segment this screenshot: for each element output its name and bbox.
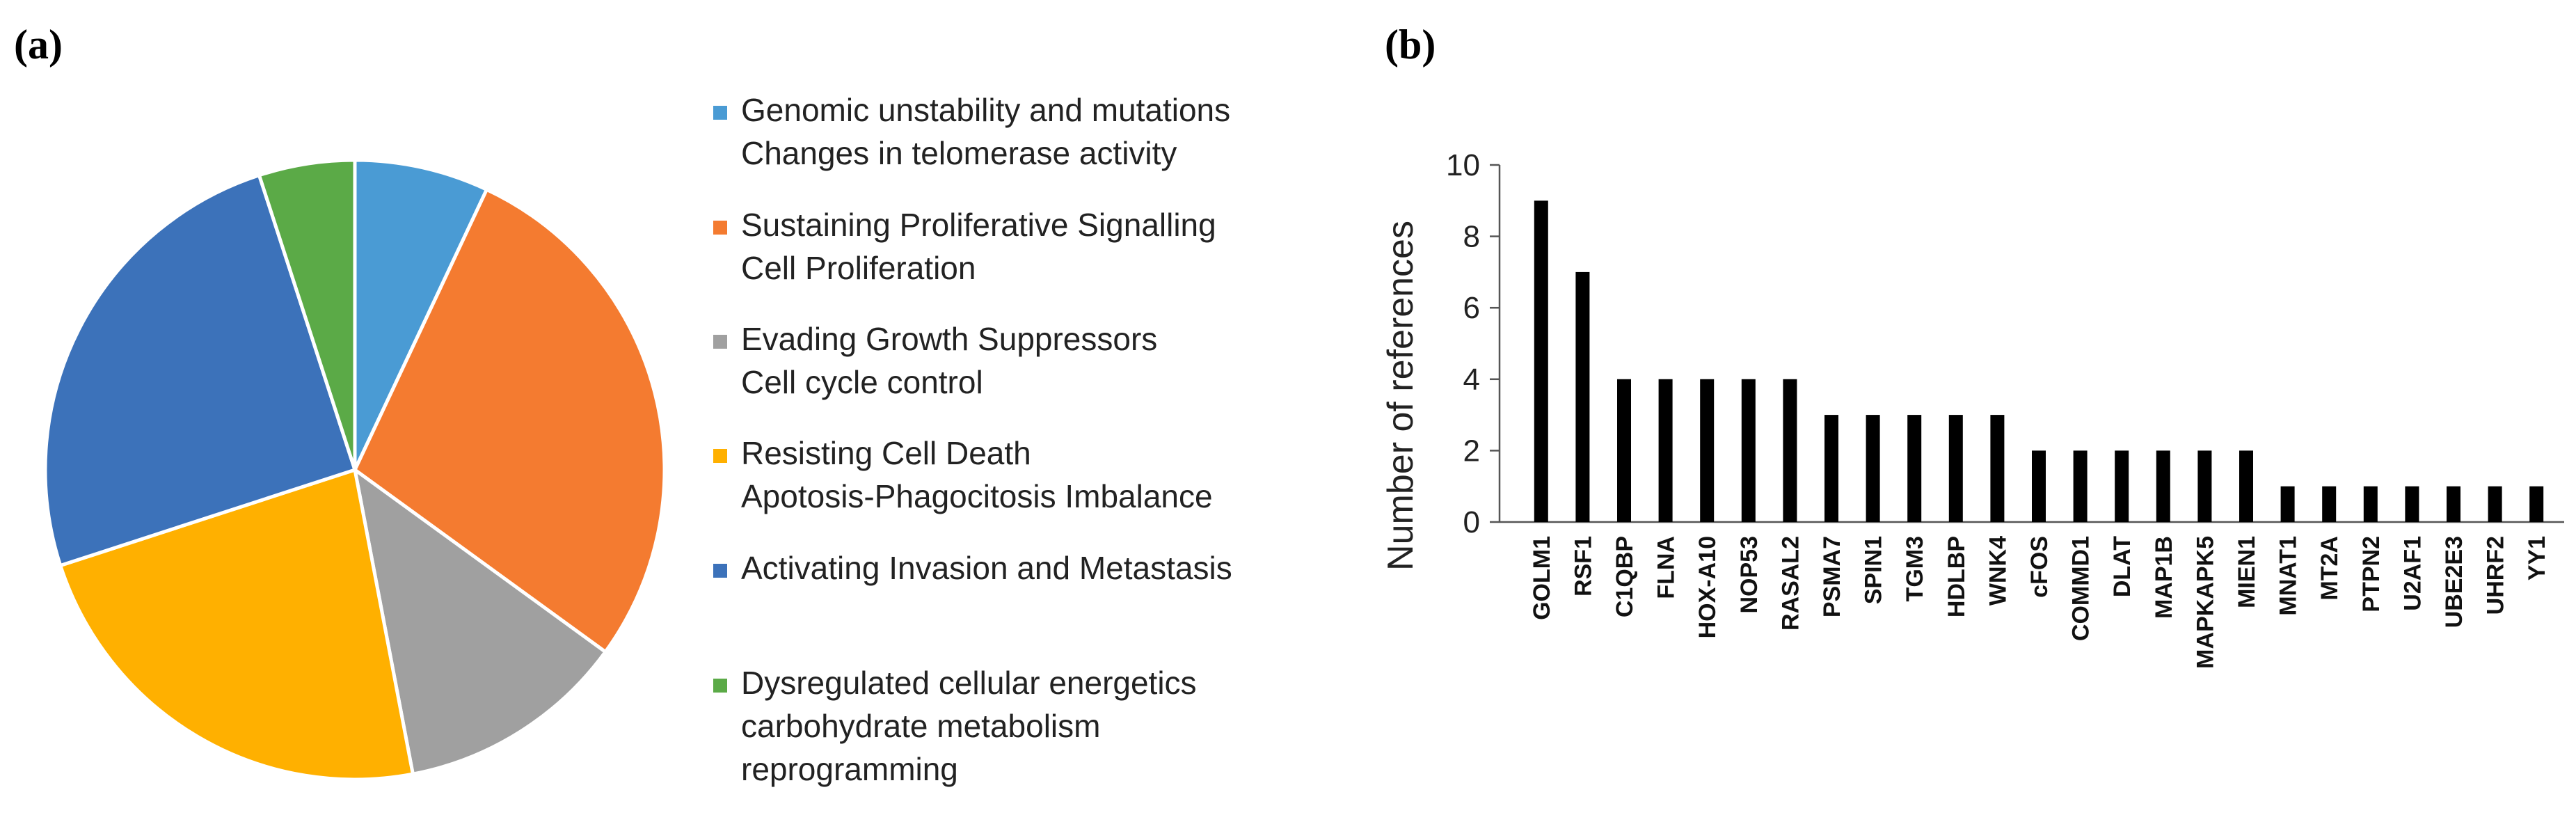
legend-label: Activating Invasion and Metastasis	[741, 550, 1232, 586]
x-tick-label: U2AF1	[2399, 536, 2426, 611]
bar	[2363, 486, 2378, 522]
legend-label: Resisting Cell Death	[741, 435, 1031, 471]
legend-label: Cell Proliferation	[741, 250, 976, 286]
x-tick-label: cFOS	[2026, 536, 2053, 598]
x-tick-label: RASAL2	[1777, 536, 1804, 631]
y-tick-label: 4	[1463, 363, 1480, 397]
x-tick-label: HDLBP	[1943, 536, 1970, 617]
pie-slice	[257, 158, 357, 471]
bar	[1948, 415, 1963, 522]
bar	[1575, 271, 1590, 522]
x-tick-label: MAPKAPK5	[2192, 536, 2218, 669]
bar	[1534, 200, 1548, 522]
y-axis-title: Number of references	[1381, 221, 1421, 571]
x-tick-label: UBE2E3	[2441, 536, 2467, 628]
pie-slice	[353, 158, 489, 471]
legend-swatch	[713, 449, 727, 463]
bar	[2488, 486, 2502, 522]
bar	[1741, 379, 1756, 522]
legend-label: carbohydrate metabolism	[741, 708, 1100, 744]
x-tick-label: COMMD1	[2068, 536, 2094, 641]
y-tick-label: 0	[1463, 505, 1480, 539]
bar	[2322, 486, 2337, 522]
x-tick-label: MIEN1	[2234, 536, 2260, 608]
bar	[1783, 379, 1797, 522]
x-tick-label: DLAT	[2109, 536, 2136, 597]
y-tick-label: 6	[1463, 291, 1480, 325]
pie-legend: Genomic unstability and mutations Changes…	[713, 92, 1232, 787]
legend-label: Apotosis-Phagocitosis Imbalance	[741, 478, 1213, 514]
bar	[2239, 450, 2253, 522]
x-tick-label: PSMA7	[1819, 536, 1845, 617]
y-tick-label: 8	[1463, 220, 1480, 254]
x-tick-label: WNK4	[1985, 536, 2011, 606]
x-tick-label: TGM3	[1902, 536, 1928, 601]
bar	[2447, 486, 2460, 522]
x-tick-label: C1QBP	[1612, 536, 1638, 617]
bar	[1866, 415, 1880, 522]
legend-label: Sustaining Proliferative Signalling	[741, 207, 1216, 243]
pie-slice	[352, 187, 667, 655]
legend-label: Cell cycle control	[741, 364, 983, 400]
legend-swatch	[713, 335, 727, 349]
bar-chart: 0 2 4 6 8 10 Number of references GOLM1 RSF1 C1QB…	[1381, 148, 2564, 669]
x-tick-label: GOLM1	[1529, 536, 1555, 620]
bar	[2529, 486, 2544, 522]
legend-swatch	[713, 221, 727, 235]
bar	[1617, 379, 1631, 522]
legend-label: Changes in telomerase activity	[741, 135, 1177, 171]
bar	[2073, 450, 2088, 522]
bar	[1907, 415, 1922, 522]
x-tick-label: SPIN1	[1861, 536, 1887, 604]
bar	[1700, 379, 1715, 522]
panel-label-a: (a)	[14, 22, 63, 68]
y-tick-label: 2	[1463, 434, 1480, 468]
x-tick-label: MNAT1	[2275, 536, 2302, 616]
x-tick-label: FLNA	[1653, 536, 1680, 599]
bar	[2115, 450, 2129, 522]
pie-chart	[43, 158, 667, 782]
bar	[1990, 415, 2005, 522]
x-tick-label: NOP53	[1736, 536, 1763, 614]
panel-label-b: (b)	[1385, 22, 1436, 68]
legend-swatch	[713, 679, 727, 693]
x-tick-label: PTPN2	[2358, 536, 2385, 612]
bar	[2197, 450, 2212, 522]
pie-slice	[58, 467, 415, 782]
x-tick-label: YY1	[2524, 536, 2550, 580]
bar	[2280, 486, 2295, 522]
x-tick-label: RSF1	[1570, 536, 1596, 596]
legend-label: Evading Growth Suppressors	[741, 321, 1157, 357]
legend-label: Dysregulated cellular energetics	[741, 665, 1197, 701]
bar	[2405, 486, 2419, 522]
y-tick-label: 10	[1446, 148, 1480, 182]
bar	[2032, 450, 2046, 522]
x-tick-label: HOX-A10	[1694, 536, 1721, 638]
x-tick-label: MT2A	[2316, 536, 2343, 601]
bar	[1824, 415, 1838, 522]
legend-label: Genomic unstability and mutations	[741, 92, 1230, 128]
bar	[2156, 450, 2170, 522]
legend-swatch	[713, 564, 727, 578]
pie-slice	[352, 466, 608, 777]
pie-slice	[43, 173, 358, 568]
legend-swatch	[713, 106, 727, 120]
legend-label: reprogramming	[741, 751, 958, 787]
bar	[1658, 379, 1673, 522]
x-tick-label: MAP1B	[2151, 536, 2177, 619]
x-tick-label: UHRF2	[2483, 536, 2509, 615]
